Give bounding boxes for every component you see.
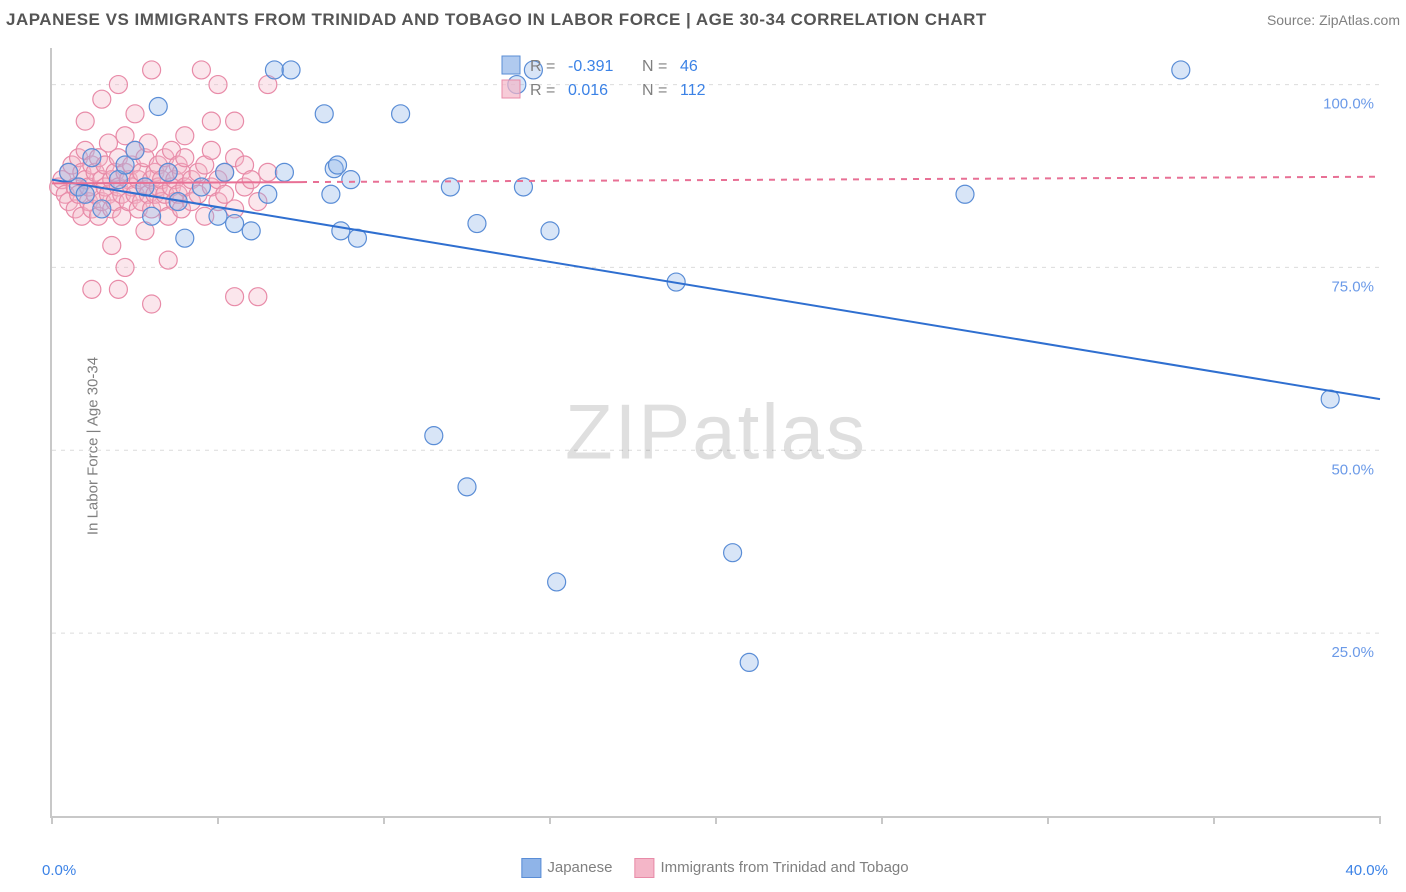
legend-item-japanese: Japanese <box>521 858 612 878</box>
chart-title: JAPANESE VS IMMIGRANTS FROM TRINIDAD AND… <box>6 10 987 30</box>
svg-text:N =: N = <box>642 82 667 99</box>
x-min-label: 0.0% <box>42 862 76 879</box>
svg-text:N =: N = <box>642 58 667 75</box>
legend-label: Immigrants from Trinidad and Tobago <box>660 859 908 876</box>
svg-text:50.0%: 50.0% <box>1331 461 1374 478</box>
plot-area: 25.0% 50.0% 75.0% 100.0% R = -0.391 N = 46 R = 0.… <box>50 48 1380 818</box>
svg-text:25.0%: 25.0% <box>1331 644 1374 661</box>
svg-text:75.0%: 75.0% <box>1331 278 1374 295</box>
x-axis-area: 0.0% Japanese Immigrants from Trinidad a… <box>50 858 1380 888</box>
legend-swatch-icon <box>521 858 541 878</box>
legend-item-trinidad: Immigrants from Trinidad and Tobago <box>634 858 908 878</box>
bottom-legend: Japanese Immigrants from Trinidad and To… <box>521 858 908 878</box>
source-label: Source: ZipAtlas.com <box>1267 12 1400 28</box>
svg-text:R =: R = <box>530 82 555 99</box>
svg-text:100.0%: 100.0% <box>1323 96 1374 113</box>
svg-text:0.016: 0.016 <box>568 82 608 99</box>
svg-text:112: 112 <box>680 82 706 99</box>
svg-text:-0.391: -0.391 <box>568 58 613 75</box>
svg-text:46: 46 <box>680 58 698 75</box>
legend-label: Japanese <box>547 859 612 876</box>
svg-text:R =: R = <box>530 58 555 75</box>
legend-swatch-icon <box>634 858 654 878</box>
x-max-label: 40.0% <box>1345 862 1388 879</box>
